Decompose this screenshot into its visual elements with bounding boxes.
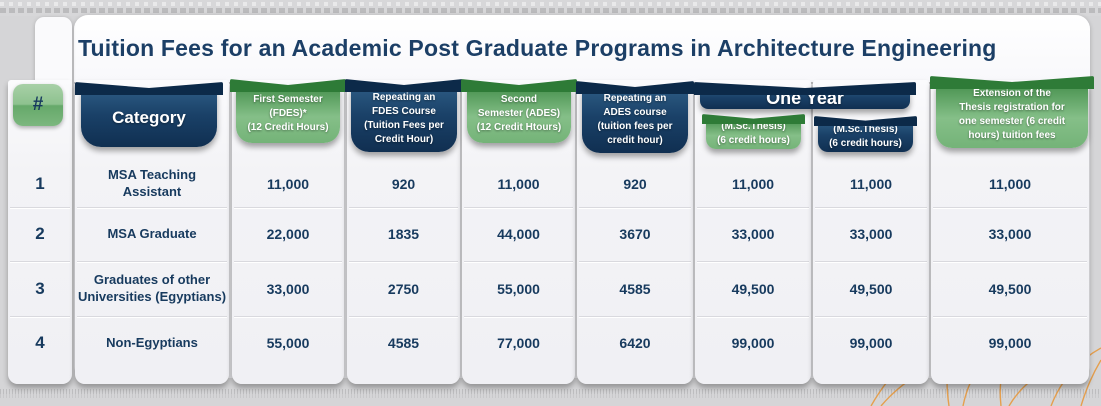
fee-value: 11,000 bbox=[849, 175, 893, 192]
hash-badge: # bbox=[13, 84, 63, 126]
fee-value: 49,500 bbox=[731, 280, 775, 297]
row-separator bbox=[697, 261, 809, 262]
msc-thesis-a-label: (M.Sc.Thesis) (6 credit hours) bbox=[717, 121, 790, 146]
extension-label: Extension of the Thesis registration for… bbox=[958, 88, 1066, 141]
fee-value: 77,000 bbox=[497, 335, 540, 351]
fee-value: 920 bbox=[391, 175, 416, 192]
fee-value: 99,000 bbox=[988, 335, 1032, 351]
row-separator bbox=[933, 316, 1087, 317]
fee-value: 49,500 bbox=[988, 280, 1032, 297]
msc-thesis-b-badge: (M.Sc.Thesis) (6 credit hours) bbox=[818, 121, 913, 152]
fee-value: 920 bbox=[623, 175, 647, 192]
row-separator bbox=[464, 207, 573, 208]
fee-value: 44,000 bbox=[497, 226, 540, 242]
fee-value: 6420 bbox=[619, 335, 651, 351]
row-separator bbox=[349, 261, 458, 262]
row-separator bbox=[697, 316, 809, 317]
bottom-texture-band-light bbox=[0, 394, 1101, 398]
category-header-label: Category bbox=[112, 107, 186, 127]
row-separator bbox=[933, 261, 1087, 262]
row-separator bbox=[579, 207, 691, 208]
repeating-fdes-label: Repeating an FDES Course (Tuition Fees p… bbox=[364, 91, 444, 145]
fee-value: 3670 bbox=[619, 226, 651, 242]
first-semester-badge: First Semester (FDES)* (12 Credit Hours) bbox=[236, 85, 340, 143]
category-name: MSA Teaching Assistant bbox=[107, 167, 197, 199]
row-separator bbox=[697, 207, 809, 208]
category-name: Graduates of other Universities (Egyptia… bbox=[77, 272, 227, 304]
fee-value: 11,000 bbox=[731, 175, 775, 192]
row-separator bbox=[815, 207, 927, 208]
first-semester-label: First Semester (FDES)* (12 Credit Hours) bbox=[247, 94, 329, 133]
column-card-number: 1 2 3 4 bbox=[8, 80, 72, 384]
fee-value: 1835 bbox=[387, 226, 420, 242]
row-separator bbox=[579, 316, 691, 317]
fee-value: 99,000 bbox=[849, 335, 893, 351]
msc-thesis-a-badge: (M.Sc.Thesis) (6 credit hours) bbox=[706, 119, 801, 149]
extension-badge: Extension of the Thesis registration for… bbox=[936, 82, 1088, 148]
row-separator bbox=[933, 207, 1087, 208]
number-column-tab bbox=[35, 17, 72, 83]
hash-label: # bbox=[32, 93, 44, 115]
row-number: 3 bbox=[35, 278, 45, 298]
fee-value: 22,000 bbox=[266, 226, 310, 242]
page-title: Tuition Fees for an Academic Post Gradua… bbox=[78, 35, 997, 61]
row-separator bbox=[77, 207, 227, 208]
second-semester-badge: Second Semester (ADES) (12 Credit Htours… bbox=[467, 85, 571, 143]
row-separator bbox=[10, 316, 70, 317]
fee-value: 33,000 bbox=[731, 226, 775, 242]
row-number: 4 bbox=[35, 333, 45, 352]
fee-value: 11,000 bbox=[497, 175, 540, 192]
row-number: 1 bbox=[35, 173, 45, 193]
row-separator bbox=[77, 316, 227, 317]
one-year-label: One Year bbox=[766, 87, 844, 108]
fee-value: 2750 bbox=[387, 280, 420, 297]
category-badge: Category bbox=[81, 88, 217, 147]
fee-value: 99,000 bbox=[731, 335, 775, 351]
row-separator bbox=[464, 316, 573, 317]
row-number: 2 bbox=[35, 224, 45, 243]
fee-value: 33,000 bbox=[266, 280, 310, 297]
row-separator bbox=[815, 316, 927, 317]
one-year-banner: One Year bbox=[700, 88, 910, 109]
row-separator bbox=[815, 261, 927, 262]
fee-value: 55,000 bbox=[266, 335, 310, 351]
row-separator bbox=[579, 261, 691, 262]
fee-value: 4585 bbox=[619, 280, 651, 297]
fee-value: 55,000 bbox=[497, 280, 540, 297]
category-name: Non-Egyptians bbox=[106, 334, 198, 350]
bottom-texture-band bbox=[0, 389, 1101, 394]
row-separator bbox=[10, 261, 70, 262]
fee-value: 11,000 bbox=[988, 175, 1032, 192]
title-panel: Tuition Fees for an Academic Post Gradua… bbox=[74, 15, 1090, 82]
row-separator bbox=[349, 316, 458, 317]
fee-value: 49,500 bbox=[849, 280, 893, 297]
row-separator bbox=[10, 207, 70, 208]
top-texture-band bbox=[0, 0, 1101, 16]
fee-value: 11,000 bbox=[266, 175, 310, 192]
second-semester-label: Second Semester (ADES) (12 Credit Htours… bbox=[476, 94, 562, 133]
msc-thesis-b-label: (M.Sc.Thesis) (6 credit hours) bbox=[829, 123, 902, 149]
row-separator bbox=[234, 261, 342, 262]
row-separator bbox=[234, 316, 342, 317]
repeating-fdes-badge: Repeating an FDES Course (Tuition Fees p… bbox=[351, 85, 457, 152]
row-separator bbox=[77, 261, 227, 262]
fee-value: 4585 bbox=[387, 335, 420, 351]
fee-value: 33,000 bbox=[849, 226, 893, 242]
row-separator bbox=[349, 207, 458, 208]
row-separator bbox=[234, 207, 342, 208]
fee-value: 33,000 bbox=[988, 226, 1032, 242]
repeating-ades-badge: Repeating an ADES course (tuition fees p… bbox=[582, 87, 688, 153]
repeating-ades-label: Repeating an ADES course (tuition fees p… bbox=[597, 93, 673, 146]
category-name: MSA Graduate bbox=[107, 225, 197, 241]
row-separator bbox=[464, 261, 573, 262]
